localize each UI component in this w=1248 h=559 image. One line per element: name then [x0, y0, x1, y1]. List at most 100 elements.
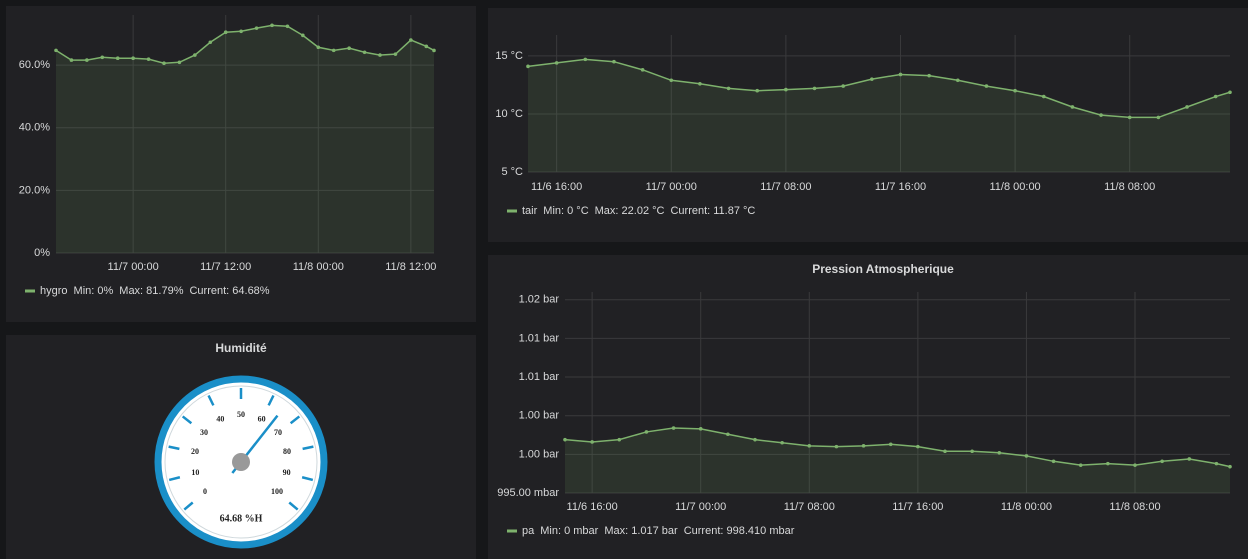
legend-name: hygro	[40, 285, 68, 297]
y-tick-label: 1.00 bar	[519, 448, 560, 460]
gauge-tick-label: 40	[216, 415, 224, 424]
data-point	[254, 26, 259, 30]
data-point	[85, 58, 89, 62]
x-tick-label: 11/8 00:00	[293, 261, 344, 273]
data-point	[1213, 94, 1218, 99]
series-line	[564, 427, 1231, 468]
data-point	[898, 72, 903, 77]
legend-value: Min: 0 mbar	[540, 525, 598, 537]
data-point	[54, 48, 58, 53]
data-point	[861, 444, 866, 448]
panel	[488, 255, 1248, 559]
gauge-tick	[301, 476, 314, 482]
data-point	[347, 46, 351, 50]
panel-title: Humidité	[215, 341, 267, 355]
data-point	[362, 50, 367, 55]
series-area	[528, 59, 1230, 172]
data-point	[640, 68, 645, 72]
y-tick-label: 15 °C	[495, 50, 523, 62]
data-point	[1051, 459, 1056, 464]
legend-swatch	[507, 529, 517, 533]
data-point	[1106, 461, 1110, 466]
data-point	[1214, 461, 1219, 466]
data-point	[841, 84, 845, 88]
data-point	[784, 87, 788, 92]
data-point	[755, 88, 760, 93]
legend-value: Max: 22.02 °C	[595, 205, 665, 217]
panel	[488, 8, 1248, 242]
data-point	[285, 24, 290, 29]
data-point	[590, 440, 594, 444]
data-point	[1160, 459, 1164, 464]
legend-value: Min: 0 °C	[543, 205, 588, 217]
data-point	[583, 57, 588, 62]
x-tick-label: 11/8 08:00	[1104, 181, 1155, 193]
data-point	[1187, 457, 1192, 461]
gauge-tick-label: 80	[283, 447, 291, 456]
y-tick-label: 1.01 bar	[519, 332, 560, 344]
data-point	[432, 48, 436, 53]
x-tick-label: 11/7 08:00	[760, 181, 811, 193]
data-point	[1228, 90, 1232, 95]
legend-name: pa	[522, 525, 535, 537]
series-area	[565, 428, 1230, 493]
data-point	[177, 60, 182, 65]
data-point	[807, 444, 812, 448]
data-point	[753, 437, 757, 442]
gauge-tick-label: 60	[258, 415, 266, 424]
gauge-tick-label: 90	[283, 468, 291, 477]
x-tick-label: 11/7 00:00	[675, 501, 726, 513]
data-point	[834, 444, 839, 449]
data-point	[316, 45, 321, 50]
gauge-tick	[168, 445, 180, 451]
gauge-tick	[302, 445, 314, 451]
data-point	[612, 59, 616, 64]
x-tick-label: 11/7 00:00	[108, 261, 159, 273]
series-area	[56, 25, 434, 253]
legend-swatch	[25, 289, 35, 293]
data-point	[193, 53, 197, 57]
y-tick-label: 40.0%	[19, 122, 50, 134]
data-point	[888, 442, 893, 447]
data-point	[698, 81, 702, 86]
x-tick-label: 11/6 16:00	[567, 501, 618, 513]
gauge-tick-label: 0	[203, 487, 207, 496]
x-tick-label: 11/7 00:00	[646, 181, 697, 193]
data-point	[997, 451, 1002, 455]
data-point	[331, 48, 336, 53]
data-point	[563, 437, 567, 442]
y-tick-label: 10 °C	[495, 108, 523, 120]
series-line	[527, 58, 1231, 119]
data-point	[115, 56, 120, 61]
x-tick-label: 11/8 00:00	[990, 181, 1041, 193]
x-tick-label: 11/7 08:00	[784, 501, 835, 513]
data-point	[1185, 105, 1189, 109]
x-tick-label: 11/8 08:00	[1109, 501, 1160, 513]
data-point	[1228, 464, 1232, 469]
panel	[6, 6, 476, 322]
legend-value: Max: 1.017 bar	[604, 525, 678, 537]
data-point	[526, 64, 530, 69]
gauge-tick-label: 50	[237, 410, 245, 419]
data-point	[270, 23, 274, 28]
data-point	[1013, 88, 1017, 93]
gauge-value: 64.68 %H	[220, 513, 263, 524]
data-point	[780, 440, 784, 445]
gauge-tick	[207, 394, 215, 406]
legend-value: Max: 81.79%	[119, 285, 183, 297]
gauge-tick	[289, 415, 301, 425]
data-point	[554, 61, 559, 65]
gauge-tick-label: 20	[191, 447, 199, 456]
gauge-tick-label: 100	[271, 487, 283, 496]
data-point	[1099, 113, 1103, 117]
y-tick-label: 1.00 bar	[519, 410, 560, 422]
gauge-tick	[183, 501, 194, 511]
legend-value: Current: 64.68%	[189, 285, 269, 297]
y-tick-label: 1.02 bar	[519, 294, 560, 306]
series-line	[55, 24, 435, 64]
data-point	[955, 78, 960, 83]
data-point	[970, 449, 974, 454]
y-tick-label: 995.00 mbar	[497, 487, 559, 499]
